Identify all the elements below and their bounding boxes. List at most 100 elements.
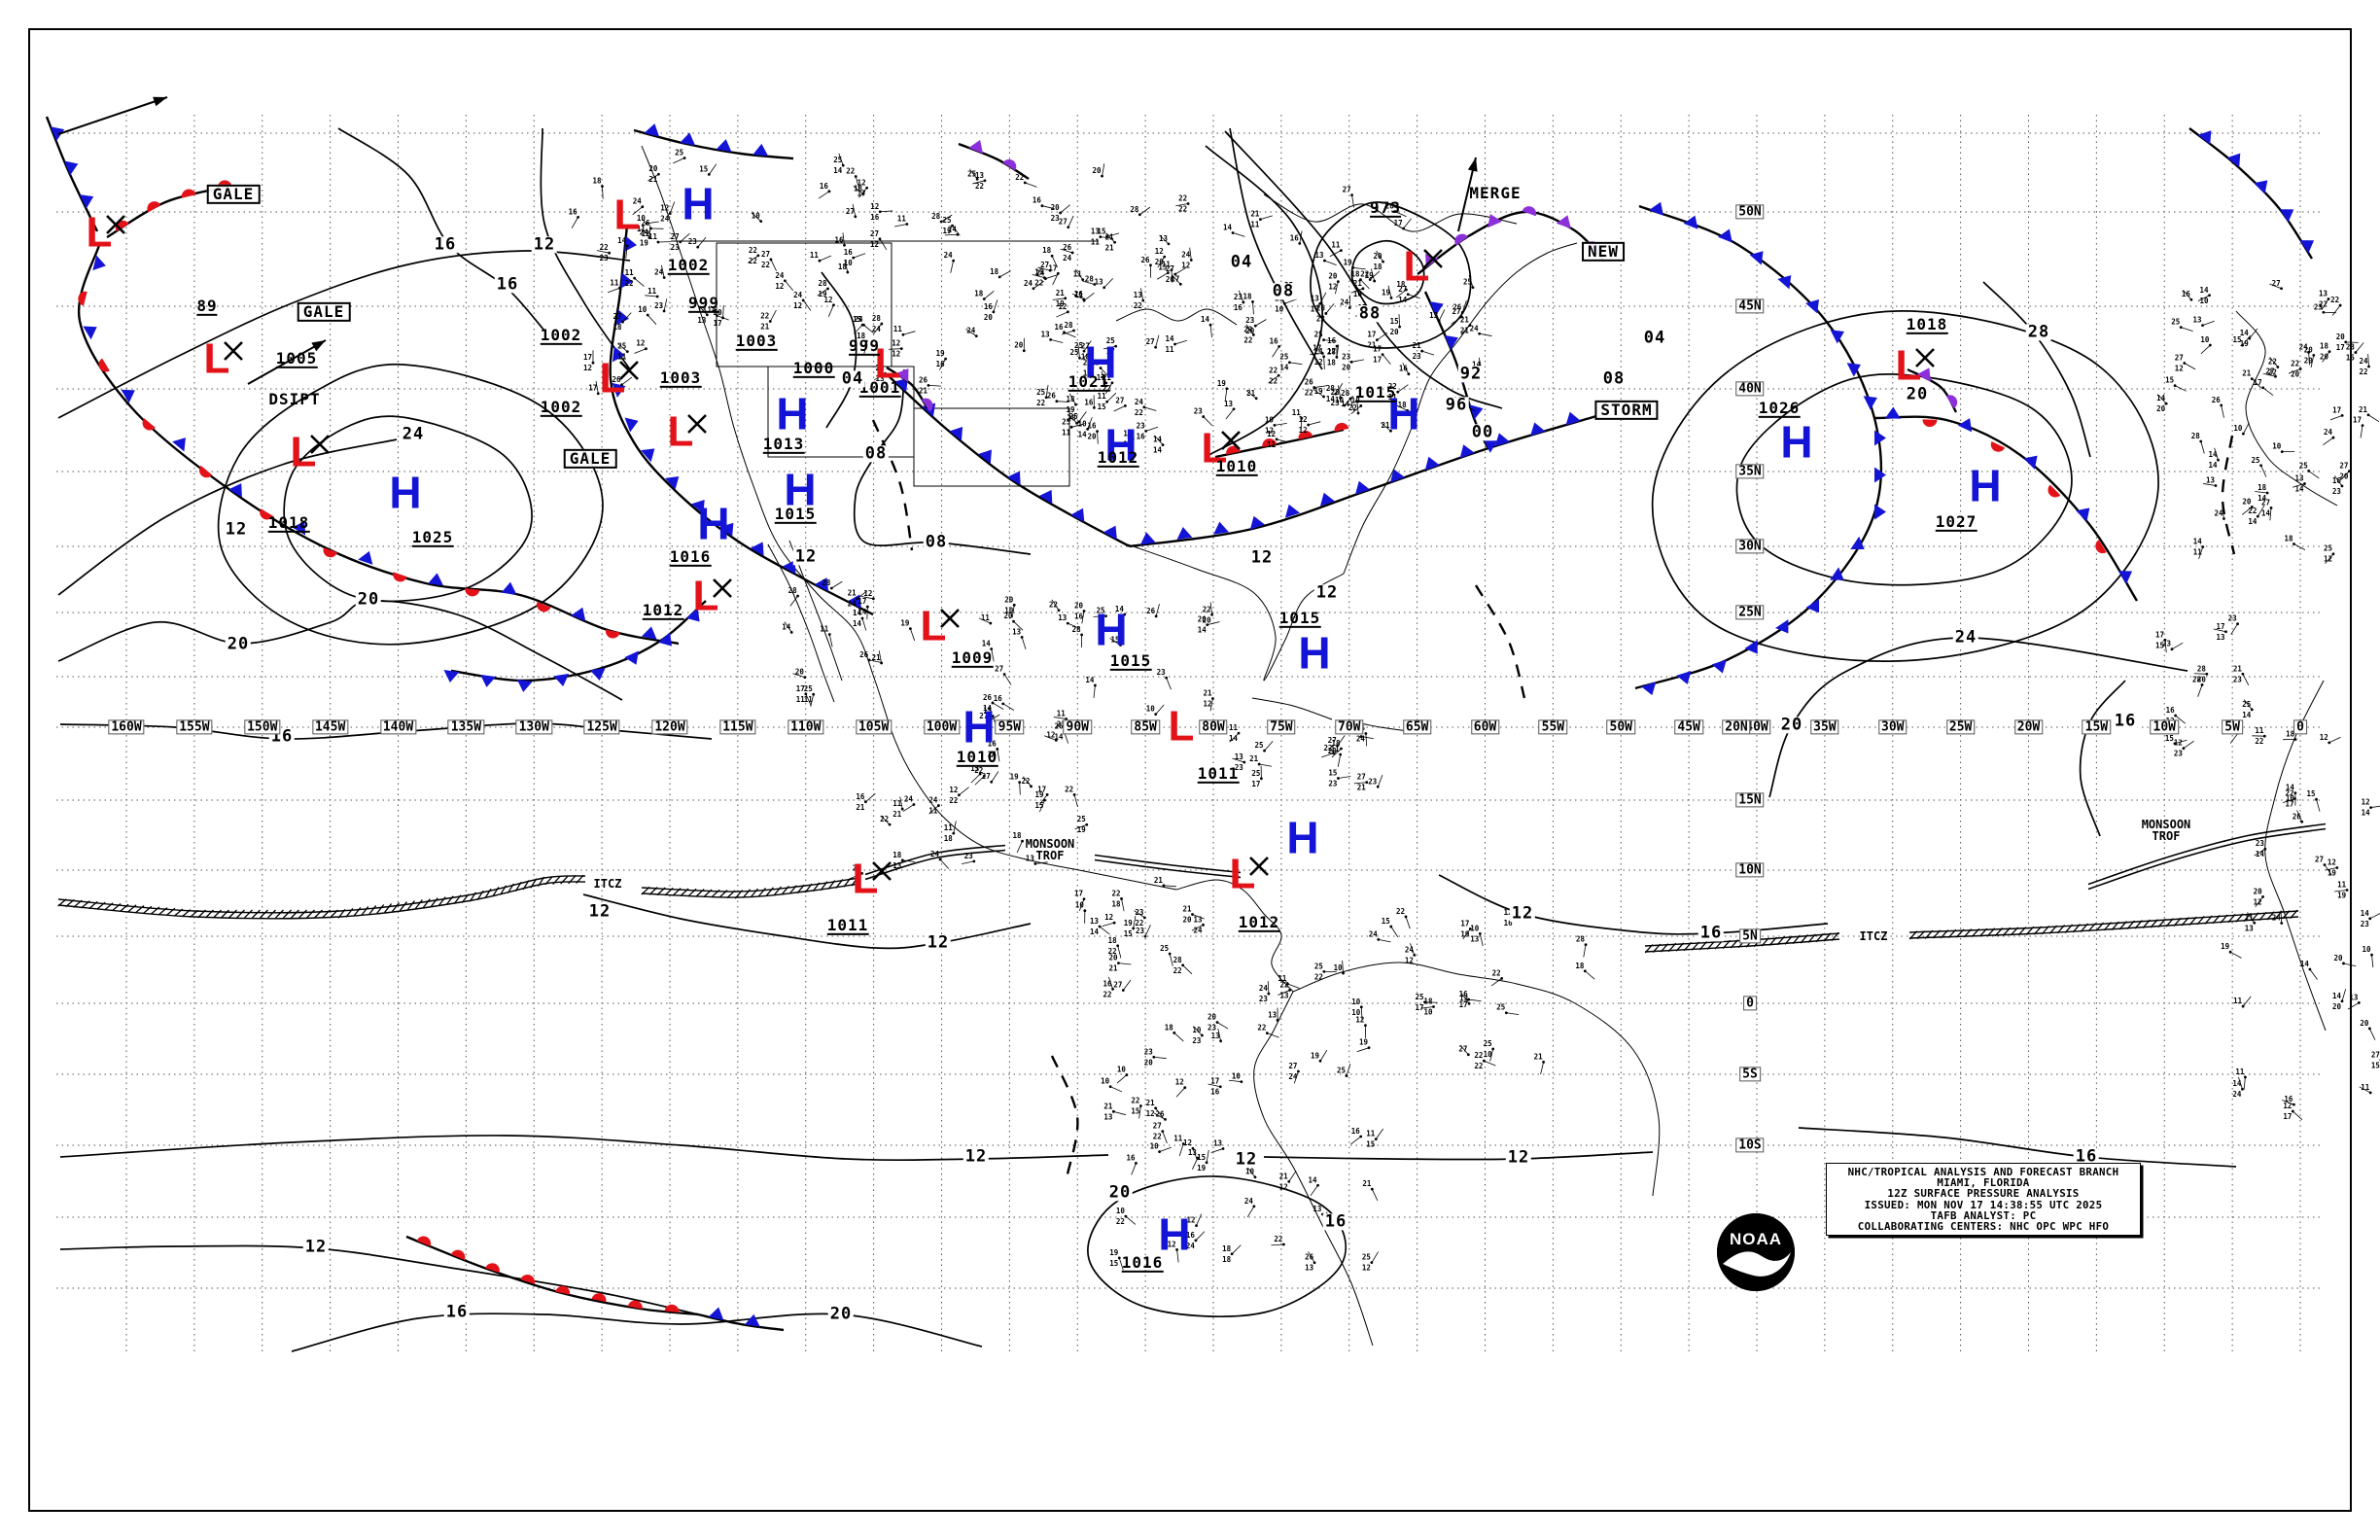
svg-text:16: 16 [1055,323,1065,332]
low-center: L [599,354,626,402]
svg-text:11: 11 [1229,723,1239,732]
svg-text:25: 25 [1463,278,1472,287]
high-center: H [962,701,996,752]
svg-text:13: 13 [1211,1032,1221,1040]
svg-text:13: 13 [1188,1148,1198,1157]
svg-text:22: 22 [1305,389,1313,398]
svg-text:12: 12 [1058,302,1067,311]
pressure-value-label: 1015 [1109,650,1152,672]
svg-text:22: 22 [975,182,984,191]
svg-text:28: 28 [2191,432,2201,440]
pressure-value-label: 1012 [1097,447,1139,469]
latitude-label: 5N [1739,928,1761,944]
svg-text:11: 11 [2337,881,2347,890]
svg-text:13: 13 [1305,1264,1314,1273]
low-center: L [203,334,230,383]
svg-text:20: 20 [795,668,805,677]
svg-text:18: 18 [1165,1023,1174,1032]
svg-text:28: 28 [1341,389,1350,398]
svg-text:27: 27 [1153,1122,1162,1131]
svg-text:14: 14 [2240,329,2250,337]
svg-text:17: 17 [858,597,866,606]
noaa-logo: NOAA [1717,1213,1795,1291]
svg-text:15: 15 [2165,734,2174,743]
svg-text:18: 18 [2258,483,2267,492]
isobar-value-label: 08 [1600,368,1628,389]
svg-text:17: 17 [858,189,866,197]
svg-text:20: 20 [1245,327,1255,335]
svg-text:24: 24 [854,315,863,324]
low-center: L [852,855,879,903]
svg-text:17: 17 [1459,1000,1468,1009]
svg-text:23: 23 [671,243,681,252]
svg-text:27: 27 [1328,736,1337,745]
svg-text:25: 25 [1069,412,1078,421]
high-center: H [682,178,715,229]
svg-text:10: 10 [1275,304,1284,313]
svg-text:22: 22 [1103,990,1112,998]
high-center: H [1387,388,1420,439]
svg-text:24: 24 [640,228,649,237]
svg-text:27: 27 [2371,1050,2380,1059]
svg-text:15: 15 [1110,636,1119,645]
svg-text:27: 27 [1452,307,1460,316]
svg-text:13: 13 [2245,924,2255,932]
svg-text:26: 26 [919,375,928,384]
svg-text:12: 12 [1046,730,1055,739]
svg-text:16: 16 [870,213,880,222]
info-issued: ISSUED: MON NOV 17 14:38:55 UTC 2025 [1864,1198,2103,1211]
svg-text:25: 25 [1484,1039,1492,1048]
svg-text:23: 23 [1235,763,1244,772]
svg-text:11: 11 [981,613,991,622]
latitude-label: 40N [1735,381,1765,397]
longitude-label: 130W [515,719,552,735]
svg-text:21: 21 [1534,1052,1544,1061]
svg-text:23: 23 [1368,777,1378,786]
svg-text:20: 20 [1203,615,1212,624]
svg-text:16: 16 [1290,233,1300,242]
svg-text:22: 22 [1108,947,1117,956]
svg-text:22: 22 [1269,376,1278,385]
svg-text:14: 14 [1229,734,1239,743]
front-cold [633,123,794,160]
svg-text:26: 26 [1146,607,1156,615]
svg-text:28: 28 [1326,384,1336,393]
pressure-value-label: 1002 [540,397,582,418]
front-occluded [1907,368,1958,413]
svg-text:23: 23 [654,301,664,310]
longitude-label: 60W [1470,719,1500,735]
svg-text:22: 22 [1274,1235,1282,1243]
info-analyst: TAFB ANALYST: PC [1930,1208,2037,1222]
isobar-value-label: 12 [962,1146,990,1167]
high-center: H [1780,416,1813,468]
svg-text:25: 25 [804,684,813,693]
svg-text:24: 24 [1035,269,1045,278]
svg-text:12: 12 [1314,358,1323,367]
pressure-value-label: 1012 [642,600,684,621]
svg-text:16: 16 [569,207,578,216]
svg-text:17: 17 [1037,785,1046,793]
svg-text:19: 19 [900,619,910,628]
svg-text:26: 26 [1316,303,1326,312]
svg-text:17: 17 [1311,304,1319,313]
svg-text:21: 21 [1102,373,1112,382]
svg-text:13: 13 [1314,251,1324,260]
svg-text:27: 27 [1040,261,1049,269]
svg-text:11: 11 [617,353,627,362]
svg-text:24: 24 [1259,984,1269,993]
svg-text:10: 10 [1484,1050,1493,1059]
svg-text:11: 11 [2233,997,2243,1005]
svg-text:23: 23 [1137,421,1146,430]
svg-text:19: 19 [1344,258,1353,266]
svg-text:24: 24 [775,271,785,280]
svg-text:24: 24 [654,268,664,277]
svg-text:24: 24 [1314,347,1324,356]
isobar-value-label: 92 [1457,364,1485,384]
svg-text:20: 20 [1074,602,1084,611]
svg-text:15: 15 [1158,263,1167,272]
svg-text:18: 18 [1423,998,1433,1006]
feature-label-gale: GALE [563,448,617,470]
svg-text:23: 23 [2162,640,2172,648]
svg-text:14: 14 [2332,992,2342,1000]
